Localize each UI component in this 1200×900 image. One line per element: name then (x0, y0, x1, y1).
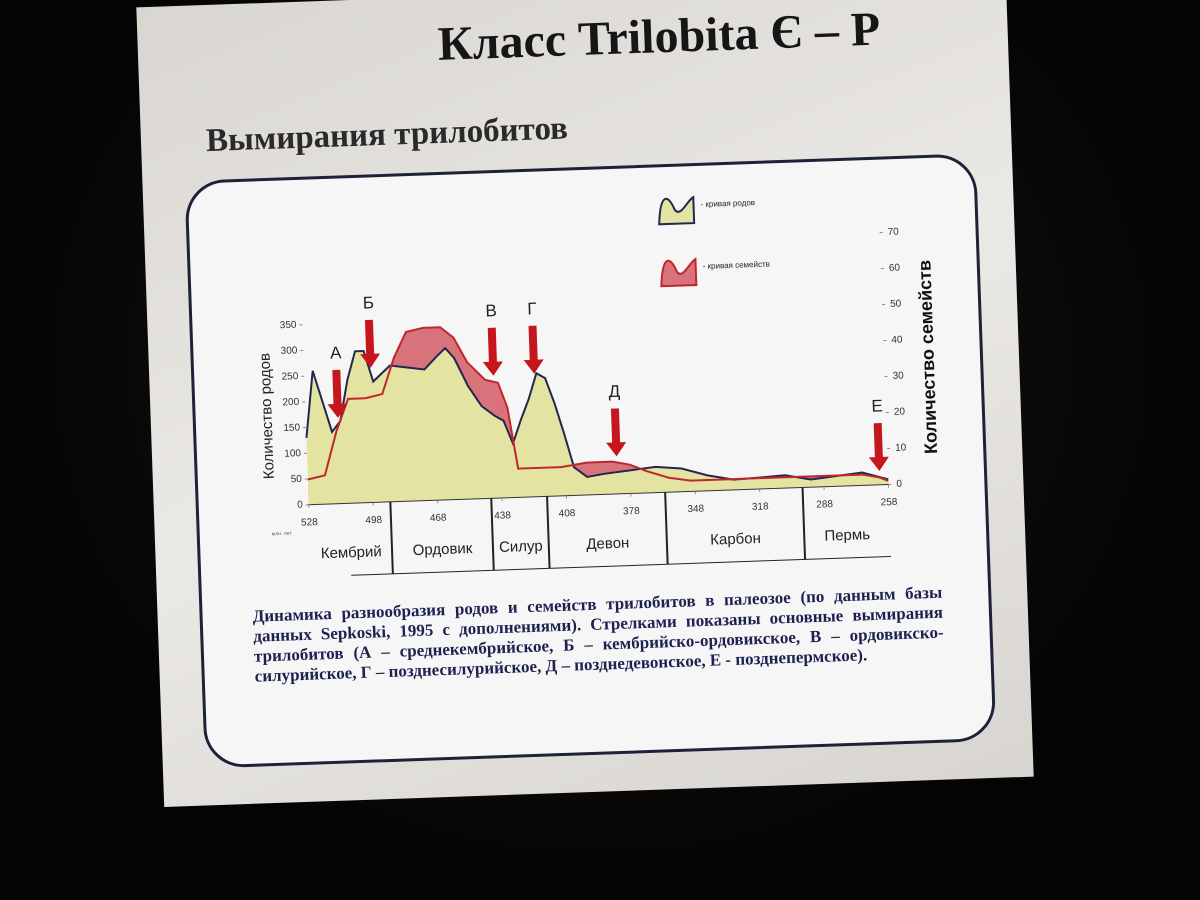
y2-tick-label: 10 (895, 442, 907, 453)
x-tick-label: 438 (494, 510, 511, 522)
period-label: Карбон (710, 530, 761, 549)
period-label: Ордовик (412, 540, 473, 559)
period-boundary (801, 487, 807, 560)
period-boundary (490, 498, 495, 571)
x-tick-label: 468 (430, 513, 447, 525)
x-tick-label: 528 (301, 517, 318, 529)
y-axis-title: Количество родов (256, 353, 277, 480)
x-tick-label: 408 (558, 508, 575, 520)
arrow-label: А (330, 343, 343, 362)
x-tick-label: 288 (816, 499, 833, 511)
y-tick-label: 350 (280, 320, 297, 332)
y2-tick-label: 60 (889, 263, 901, 274)
arrow-label: Б (362, 293, 374, 312)
area (306, 348, 889, 505)
x-tick-label: 348 (687, 504, 704, 516)
arrow (360, 319, 381, 368)
line (307, 326, 889, 482)
arrow-label: Г (527, 299, 537, 318)
period-label: Силур (499, 538, 543, 557)
slide-subtitle: Вымирания трилобитов (205, 110, 569, 160)
y-tick-label: 50 (291, 474, 303, 485)
y-tick-label: 150 (283, 422, 300, 434)
arrow-label: В (485, 301, 497, 320)
legend-swatch (660, 257, 698, 288)
period-boundary (664, 492, 669, 565)
y2-axis-title: Количество семейств (914, 260, 941, 455)
arrow (606, 408, 627, 457)
y2-tick-label: 50 (890, 299, 902, 310)
arrow (482, 327, 503, 376)
y-tick-label: 200 (282, 397, 299, 409)
period-boundary (546, 496, 551, 569)
arrow-label: Д (608, 382, 621, 401)
y-tick-label: 250 (281, 371, 298, 383)
arrow-label: Е (871, 396, 883, 415)
slide-title: Класс Trilobita Є – P (436, 2, 882, 71)
period-line (351, 555, 891, 576)
arrow (327, 369, 348, 418)
legend-label: - кривая семейств (703, 260, 771, 271)
y2-tick-label: 70 (887, 227, 899, 238)
y2-tick-label: 30 (892, 370, 904, 381)
caption: Динамика разнообразия родов и семейств т… (252, 582, 944, 686)
x-unit-label: млн. лет (272, 531, 293, 538)
x-tick-label: 378 (623, 506, 640, 518)
y-tick-label: 0 (297, 500, 303, 511)
y2-tick-label: 20 (894, 406, 906, 417)
period-boundary (389, 501, 394, 574)
y-tick-label: 100 (284, 448, 301, 460)
slide: Класс Trilobita Є – P Вымирания трилобит… (136, 0, 1034, 807)
y2-tick-label: 0 (896, 479, 902, 490)
x-tick-label: 318 (752, 501, 769, 513)
arrow (523, 325, 544, 374)
period-label: Кембрий (321, 543, 382, 562)
legend-label: - кривая родов (700, 198, 755, 209)
legend-swatch (658, 195, 696, 226)
x-tick-label: 258 (881, 497, 898, 509)
chart-box: 0 50 100 150 200 250 300 350 0 10 20 30 40 50 60 70 Коли… (184, 153, 997, 769)
x-axis (308, 483, 889, 506)
y-tick-label: 300 (281, 345, 298, 357)
arrow (868, 422, 889, 472)
period-label: Пермь (824, 526, 870, 545)
x-tick-label: 498 (365, 515, 382, 527)
period-label: Девон (586, 535, 630, 553)
chart: 0 50 100 150 200 250 300 350 0 10 20 30 40 50 60 70 Коли… (256, 195, 941, 576)
y2-tick-label: 40 (891, 335, 903, 346)
